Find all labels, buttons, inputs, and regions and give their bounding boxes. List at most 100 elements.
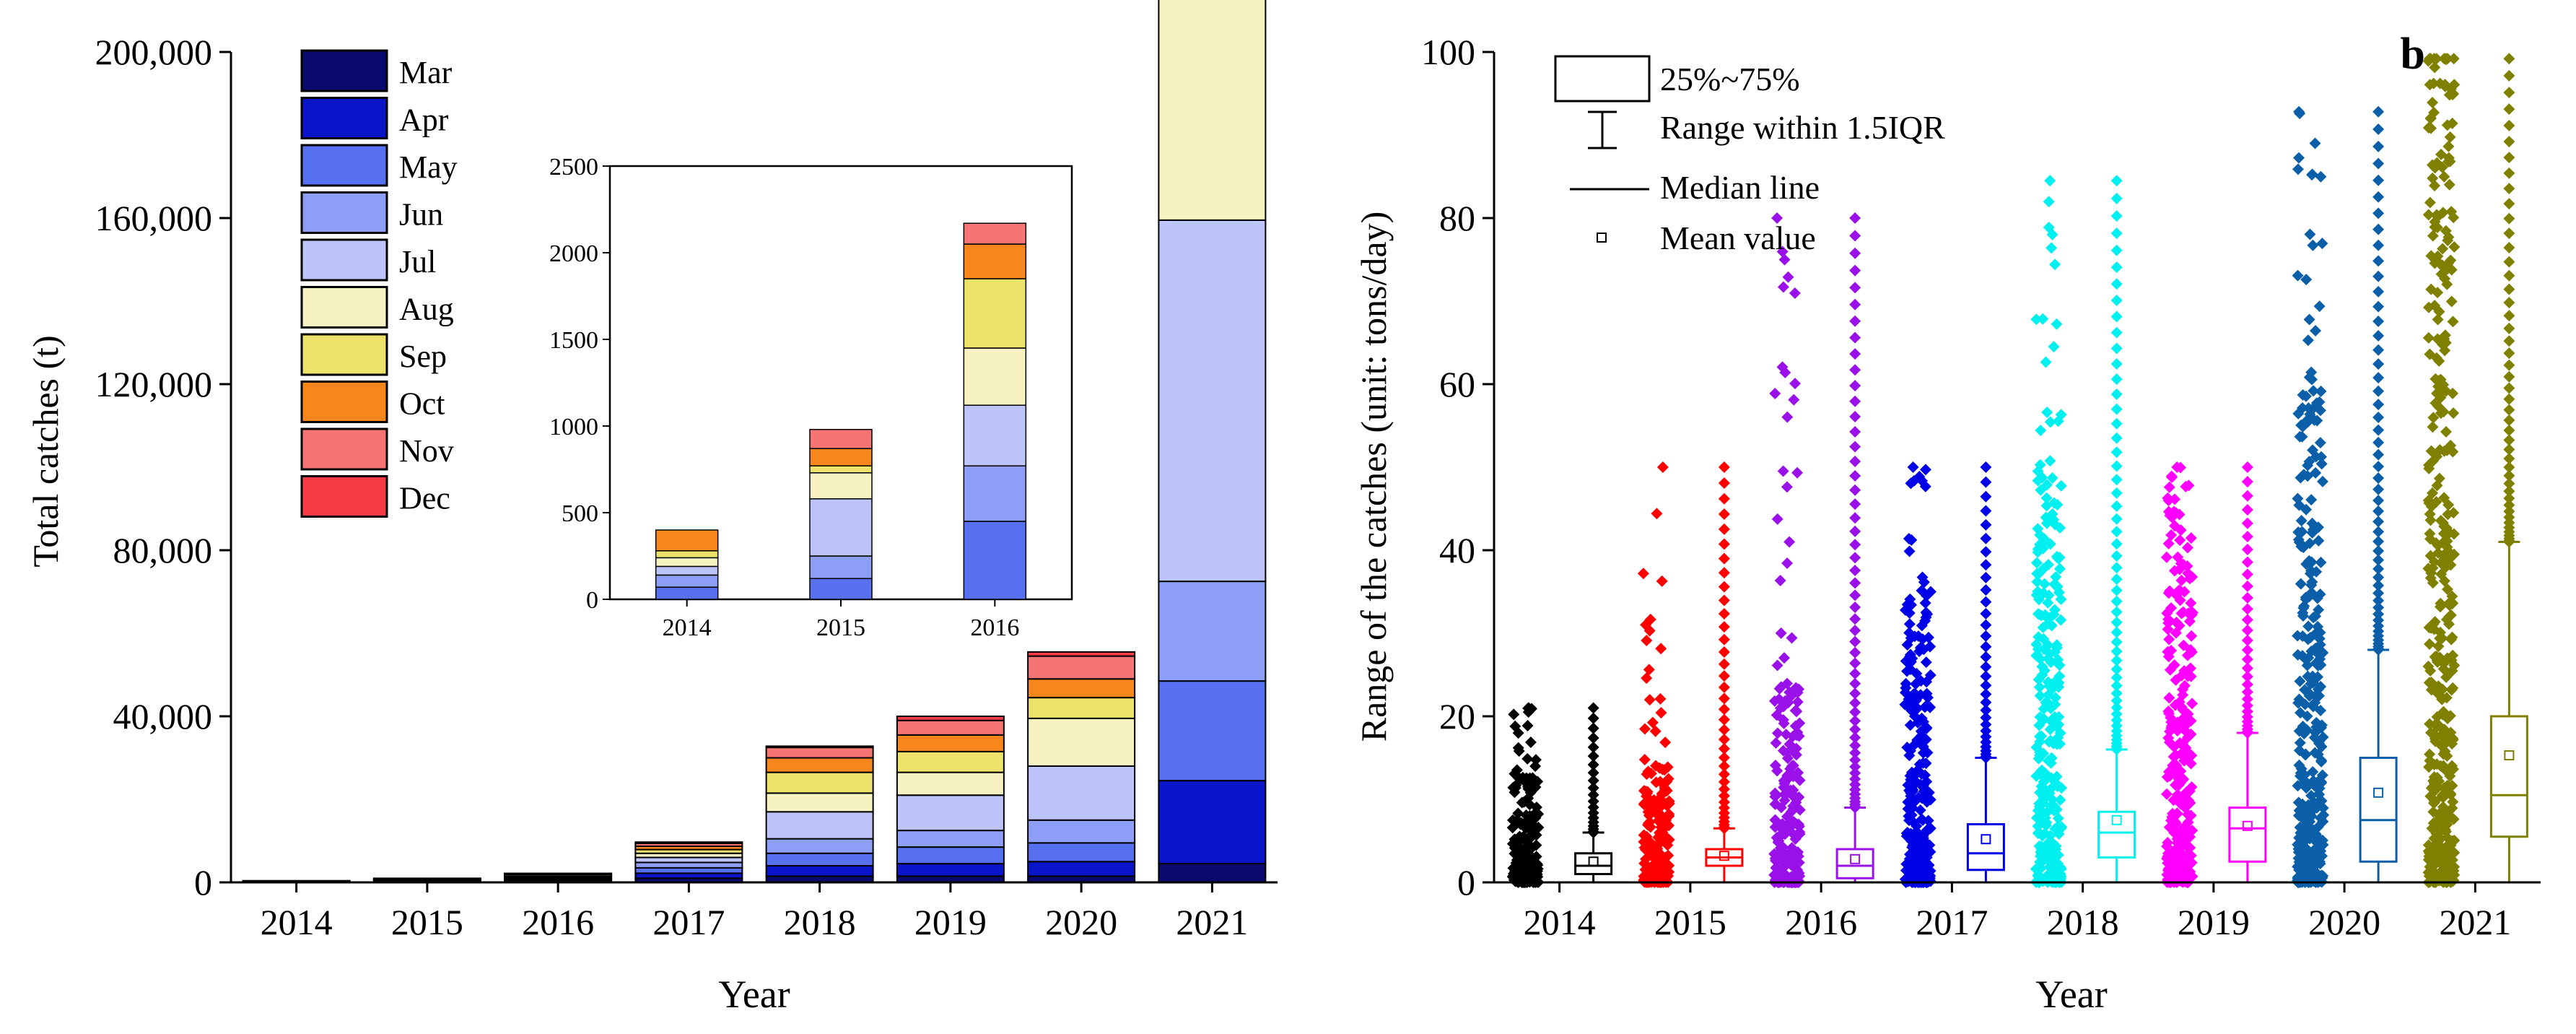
- scatter-point: [2443, 178, 2455, 191]
- outlier-point: [1980, 731, 1992, 743]
- outlier-point: [2110, 500, 2123, 512]
- outlier-point: [2241, 644, 2253, 656]
- outlier-point: [2503, 69, 2515, 82]
- mean-marker: [2373, 787, 2384, 798]
- scatter-point: [2034, 711, 2046, 724]
- outlier-point: [2241, 686, 2253, 698]
- scatter-point: [2437, 683, 2449, 695]
- scatter-point: [2181, 850, 2193, 862]
- scatter-point: [2161, 607, 2173, 620]
- scatter-point: [1781, 411, 1794, 423]
- x-tick-label: 2016: [1785, 902, 1857, 942]
- scatter-point: [2306, 575, 2318, 588]
- bar-segment-aug-2021: [1158, 0, 1267, 221]
- outlier-point: [2110, 261, 2123, 274]
- outlier-point: [2110, 373, 2123, 386]
- scatter-point: [1777, 281, 1789, 293]
- outlier-point: [2110, 310, 2123, 323]
- outlier-point: [2503, 198, 2515, 210]
- bar-segment-aug-2020: [1027, 717, 1136, 767]
- outlier-point: [2241, 614, 2253, 626]
- bar-segment-apr-2020: [1027, 861, 1136, 877]
- scatter-point: [2031, 557, 2043, 569]
- scatter-point: [1646, 716, 1659, 729]
- outlier-point: [2110, 687, 2123, 700]
- scatter-point: [2181, 649, 2193, 661]
- scatter-point: [2444, 851, 2456, 864]
- x-tick-label: 2020: [2308, 902, 2380, 942]
- scatter-point: [2427, 562, 2439, 574]
- y-tick-label: 0: [194, 862, 212, 903]
- scatter-point: [2436, 259, 2448, 271]
- scatter-point: [2162, 537, 2175, 549]
- outlier-point: [2503, 505, 2515, 518]
- legend-label-nov: Nov: [399, 433, 454, 469]
- scatter-point: [2165, 645, 2178, 657]
- boxplot-2020: [2359, 648, 2398, 882]
- y-tick-label: 40,000: [113, 696, 213, 737]
- panel-b-x-ticks: 2014 2015 2016 2017 2018 2019 2020 2021: [1524, 882, 2511, 942]
- scatter-point: [2427, 77, 2440, 90]
- scatter-point: [1774, 830, 1786, 843]
- outlier-point: [1849, 657, 1861, 669]
- scatter-point: [2294, 737, 2306, 749]
- bar-segment-sep-2020: [1027, 697, 1136, 719]
- outlier-point: [1980, 679, 1992, 692]
- scatter-point: [2437, 243, 2449, 255]
- scatter-point: [1907, 461, 1919, 473]
- scatter-point: [2435, 626, 2447, 638]
- scatter-point: [2035, 769, 2047, 781]
- scatter-point: [2427, 412, 2440, 424]
- outlier-point: [2110, 278, 2123, 290]
- outlier-point: [1849, 773, 1861, 785]
- outlier-point: [1849, 498, 1861, 511]
- scatter-point: [2048, 646, 2061, 658]
- scatter-point: [2315, 755, 2328, 767]
- scatter-point: [1786, 632, 1798, 644]
- outlier-point: [1849, 539, 1861, 551]
- bar-segment-may-2019: [896, 846, 1005, 865]
- inset-bar-segment-jul-2014: [655, 565, 719, 576]
- legend-swatch-dec: [300, 475, 388, 518]
- outlier-point: [1849, 724, 1861, 736]
- scatter-point: [2044, 416, 2056, 428]
- legend-swatch-may: [300, 144, 388, 187]
- outlier-point: [2503, 297, 2515, 309]
- scatter-point: [2052, 731, 2064, 744]
- scatter-point: [2296, 526, 2308, 538]
- outlier-point: [2110, 646, 2123, 658]
- outlier-point: [2241, 624, 2253, 636]
- outlier-point: [2241, 544, 2253, 556]
- scatter-point: [2424, 528, 2436, 540]
- scatter-points-2016: [1768, 212, 1806, 888]
- inset-bar-segment-oct-2015: [809, 448, 873, 466]
- scatter-point: [2432, 313, 2444, 326]
- scatter-point: [1789, 705, 1802, 717]
- scatter-point: [2423, 301, 2435, 313]
- scatter-point: [2163, 481, 2175, 493]
- scatter-point: [1781, 481, 1793, 493]
- scatter-point: [2169, 520, 2181, 532]
- bar-segment-may-2021: [1158, 680, 1267, 782]
- outliers-2019: [2241, 461, 2253, 739]
- scatter-point: [1922, 631, 1934, 643]
- scatter-point: [2308, 385, 2320, 397]
- outlier-point: [1849, 440, 1861, 453]
- outlier-point: [1718, 703, 1730, 716]
- outlier-point: [1587, 775, 1599, 787]
- scatter-point: [2292, 630, 2304, 642]
- scatter-point: [1638, 829, 1650, 841]
- scatter-point: [2034, 730, 2046, 742]
- outliers-2016: [1849, 212, 1861, 814]
- panel-b-y-ticks: 0 20 40 60 80 100: [1421, 32, 1494, 903]
- outlier-point: [2503, 227, 2515, 240]
- scatter-point: [1521, 814, 1533, 827]
- scatter-point: [2438, 575, 2450, 587]
- scatter-point: [2033, 631, 2045, 643]
- scatter-point: [1509, 782, 1521, 794]
- outlier-point: [1849, 264, 1861, 277]
- outlier-point: [2372, 562, 2385, 575]
- outlier-point: [1587, 712, 1599, 724]
- scatter-point: [2445, 295, 2458, 308]
- outlier-point: [1849, 395, 1861, 407]
